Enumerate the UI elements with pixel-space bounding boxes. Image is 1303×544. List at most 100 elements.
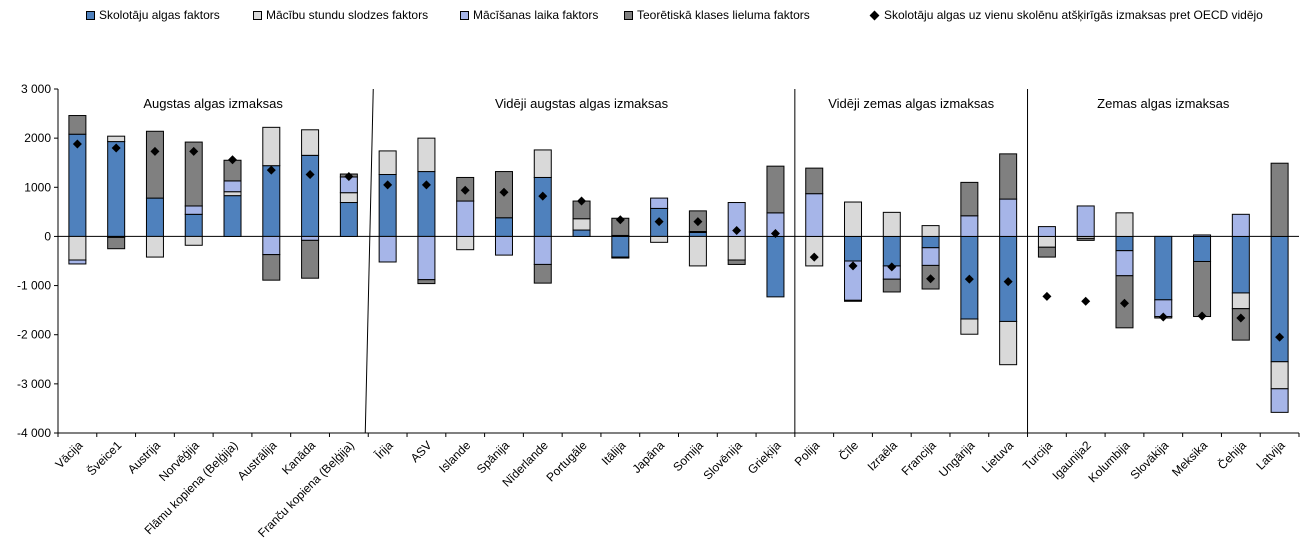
bar-segment-s1 (960, 318, 979, 335)
bar-segment-s2 (301, 235, 320, 241)
bar-segment-s3 (1270, 162, 1289, 237)
bar-segment-s1 (417, 137, 436, 173)
bar-segment-s1 (184, 235, 203, 246)
bar-segment-s1 (301, 129, 320, 156)
bar-segment-s3 (107, 236, 126, 250)
oecd-diff-point (228, 155, 238, 165)
bar-segment-s2 (650, 197, 669, 209)
category-label: Turcija (1020, 438, 1055, 473)
category-label: ASV (408, 438, 435, 465)
category-label: Islande (436, 438, 473, 475)
legend-swatch (624, 10, 633, 20)
y-tick-label: 0 (44, 229, 51, 243)
y-tick-label: 2000 (24, 131, 51, 145)
bar-segment-s3 (301, 239, 320, 279)
category-label: Īrija (372, 438, 396, 462)
oecd-diff-point (1197, 311, 1207, 321)
legend-swatch (253, 10, 262, 20)
oecd-diff-point (964, 274, 974, 284)
chart-labels: 3 000 2000 1000 0 -1 000 -2 000 -3 000 -4 000 Au… (17, 82, 1288, 540)
category-label: Meksika (1169, 438, 1210, 479)
oecd-diff-point (1236, 313, 1246, 323)
bar-segment-s2 (68, 259, 87, 265)
legend-swatch (460, 10, 469, 20)
category-label: Polija (792, 438, 823, 469)
bar-segment-s0 (611, 235, 630, 258)
bar-segment-s0 (184, 213, 203, 237)
oecd-diff-point (1158, 312, 1168, 322)
bar-segment-s2 (921, 247, 940, 266)
bar-segment-s0 (533, 176, 552, 237)
category-label: Austrija (125, 438, 163, 476)
bar-segment-s3 (184, 141, 203, 207)
bar-segment-s0 (301, 154, 320, 237)
bar-segment-s2 (1115, 250, 1134, 277)
chart-bars (68, 115, 1289, 413)
oecd-diff-point (150, 146, 160, 156)
oecd-diff-point (770, 228, 780, 238)
category-label: Portugāle (543, 438, 589, 484)
legend-label: Mācīšanas laika faktors (473, 8, 599, 22)
group-label: Augstas algas izmaksas (143, 96, 283, 111)
bar-segment-s1 (533, 149, 552, 178)
bar-segment-s1 (844, 201, 863, 237)
bar-segment-s3 (999, 153, 1018, 200)
y-tick-label: 1000 (24, 180, 51, 194)
category-label: Kolumbija (1085, 438, 1132, 485)
category-label: Japāna (629, 438, 667, 476)
bar-segment-s3 (417, 279, 436, 285)
bar-segment-s0 (262, 165, 281, 237)
bar-segment-s1 (145, 235, 164, 258)
bar-segment-s2 (1193, 234, 1212, 237)
category-label: Lietuva (979, 438, 1016, 475)
group-label: Vidēji augstas algas izmaksas (495, 96, 669, 111)
bar-segment-s2 (611, 256, 630, 259)
bar-segment-s1 (999, 320, 1018, 366)
category-label: Izraēla (865, 438, 901, 474)
bar-segment-s3 (882, 278, 901, 293)
bar-segment-s2 (999, 198, 1018, 237)
chart-legend: Skolotāju algas faktors Mācību stundu slo… (0, 8, 1303, 28)
legend-swatch (86, 10, 95, 20)
oecd-diff-point (654, 217, 664, 227)
oecd-diff-point (809, 252, 819, 262)
bar-segment-s0 (1154, 235, 1173, 301)
bar-segment-s0 (1115, 235, 1134, 252)
bar-segment-s2 (494, 235, 513, 256)
bar-segment-s3 (1076, 237, 1095, 241)
bar-segment-s1 (339, 192, 358, 204)
category-label: Slovākija (1128, 438, 1172, 482)
bar-segment-s1 (882, 211, 901, 237)
category-label: Francija (899, 438, 939, 478)
bar-segment-s3 (844, 299, 863, 302)
bar-segment-s0 (68, 133, 87, 237)
bar-segment-s1 (1037, 235, 1056, 248)
oecd-diff-point (926, 274, 936, 284)
oecd-diff-point (577, 196, 587, 206)
bar-segment-s3 (1193, 260, 1212, 318)
oecd-diff-point (305, 170, 315, 180)
bar-segment-s0 (766, 235, 785, 298)
category-label: Latvija (1253, 438, 1288, 473)
category-label: Ungārija (936, 438, 978, 480)
bar-segment-s2 (533, 235, 552, 265)
bar-segment-s0 (844, 235, 863, 262)
category-label: Austrālija (235, 438, 280, 483)
y-tick-label: -2 000 (17, 328, 51, 342)
bar-segment-s0 (494, 217, 513, 237)
category-label: Slovēnija (700, 438, 745, 483)
legend-label: Mācību stundu slodzes faktors (266, 8, 429, 22)
y-tick-label: -1 000 (17, 279, 51, 293)
chart-points (72, 139, 1285, 342)
bar-segment-s2 (378, 235, 397, 263)
category-label: Itālija (599, 438, 629, 468)
category-label: Čīle (835, 437, 861, 463)
bar-segment-s0 (882, 235, 901, 267)
legend-item: Skolotāju algas faktors (86, 8, 220, 22)
oecd-diff-point (344, 171, 354, 181)
bar-segment-s2 (1270, 388, 1289, 413)
bar-segment-s1 (1231, 292, 1250, 310)
legend-label: Skolotāju algas faktors (99, 8, 220, 22)
oecd-diff-point (189, 146, 199, 156)
